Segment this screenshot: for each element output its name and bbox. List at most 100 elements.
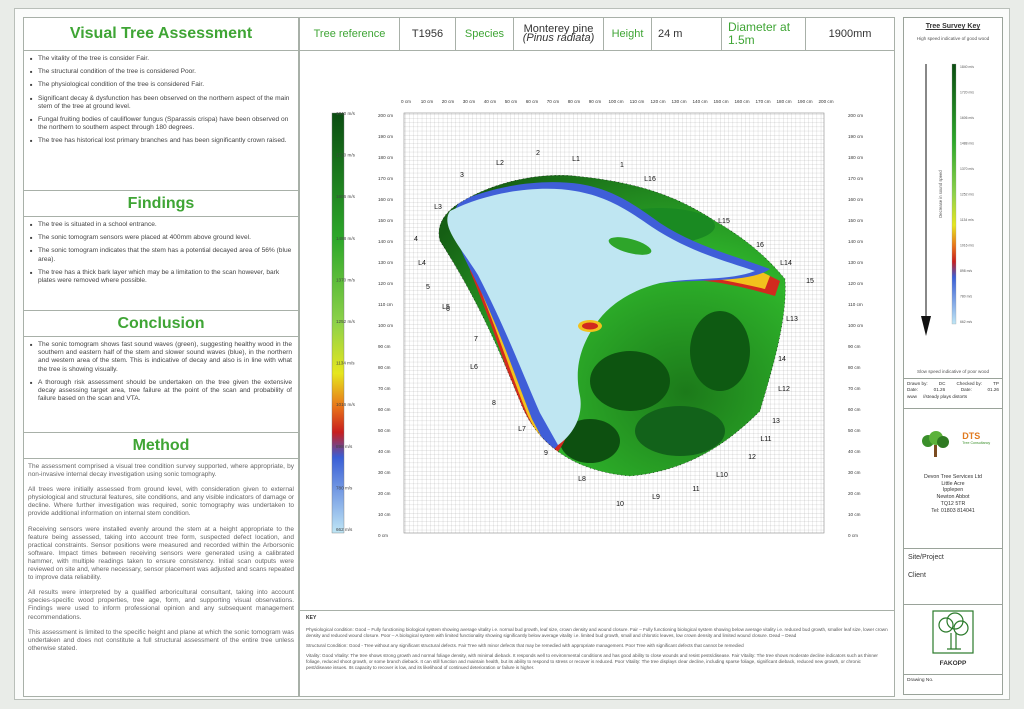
y-tick-label-right: 50 cm	[848, 428, 861, 433]
y-tick-label-right: 100 cm	[848, 323, 863, 328]
scale-label: 1370 m/s	[336, 277, 356, 282]
x-tick-label: 0 cm	[401, 99, 411, 104]
x-tick-label: 130 cm	[671, 99, 686, 104]
survey-key-side-note: Decrease in sound speed	[938, 170, 943, 218]
scale-label: 898 m/s	[336, 444, 353, 449]
drawn-by-value: DC	[938, 381, 946, 386]
sensor-label: 1	[620, 162, 624, 169]
sensor-label: 13	[772, 418, 780, 425]
diameter-value: 1900mm	[828, 28, 872, 40]
date-value-1: 01.26	[933, 387, 946, 393]
www-label: www	[907, 393, 917, 399]
height-value: 24 m	[652, 18, 722, 50]
link-label: L8	[578, 476, 586, 483]
down-arrow-icon	[921, 316, 931, 336]
company-address: Devon Tree Services Ltd Little Acre Ippl…	[904, 474, 1002, 514]
method-block: The assessment comprised a visual tree c…	[23, 459, 299, 697]
x-tick-label: 200 cm	[818, 99, 833, 104]
checked-by-label: Checked by:	[956, 381, 983, 386]
x-tick-label: 10 cm	[421, 99, 434, 104]
findings-bullet: The tree is situated in a school entranc…	[30, 221, 292, 229]
y-tick-label-right: 0 cm	[848, 533, 858, 538]
assessment-bullet: The structural condition of the tree is …	[30, 68, 292, 76]
assessment-bullet: Significant decay & dysfunction has been…	[30, 95, 292, 111]
diameter-label: Diameter at 1.5m	[722, 18, 806, 50]
report-sheet: Visual Tree Assessment The vitality of t…	[14, 8, 1010, 700]
conclusion-bullet: A thorough risk assessment should be und…	[30, 379, 292, 404]
y-tick-label-left: 40 cm	[378, 449, 391, 454]
y-tick-label-left: 80 cm	[378, 365, 391, 370]
link-label: L6	[470, 364, 478, 371]
address-line: Newton Abbot	[936, 494, 970, 501]
x-tick-label: 120 cm	[650, 99, 665, 104]
link-label: L15	[718, 218, 730, 225]
y-tick-label-left: 120 cm	[378, 281, 393, 286]
scale-label: 1252 m/s	[336, 319, 356, 324]
drawn-by-label: Drawn by:	[907, 381, 928, 386]
mini-scale-label: 1488 m/s	[960, 142, 974, 146]
scale-label: 1606 m/s	[336, 194, 356, 199]
y-tick-label-left: 200 cm	[378, 113, 393, 118]
scale-label: 662 m/s	[336, 527, 353, 532]
x-tick-label: 80 cm	[568, 99, 581, 104]
species-value: Monterey pine (Pinus radiata)	[514, 18, 604, 50]
y-tick-label-right: 80 cm	[848, 365, 861, 370]
tree-details-bar: Tree reference T1956 Species Monterey pi…	[299, 17, 895, 51]
date-label-2: Date:	[960, 387, 972, 393]
survey-key-top-note: High speed indicative of good wood	[916, 36, 990, 41]
mini-scale-label: 1252 m/s	[960, 193, 974, 197]
sensor-label: 7	[474, 336, 478, 343]
y-tick-label-left: 20 cm	[378, 491, 391, 496]
survey-key-box: Tree Survey Key High speed indicative of…	[903, 17, 1003, 379]
y-tick-label-left: 190 cm	[378, 134, 393, 139]
scale-label: 1840 m/s	[336, 111, 356, 116]
title-block: Tree Survey Key High speed indicative of…	[903, 17, 1003, 697]
tree-ref-value: T1956	[400, 18, 456, 50]
x-tick-label: 50 cm	[505, 99, 518, 104]
date-label: Date:	[907, 387, 918, 393]
link-label: L16	[644, 176, 656, 183]
y-tick-label-right: 140 cm	[848, 239, 863, 244]
x-tick-label: 100 cm	[608, 99, 623, 104]
y-tick-label-left: 10 cm	[378, 512, 391, 517]
assessment-bullet: The vitality of the tree is consider Fai…	[30, 55, 292, 63]
method-paragraph: This assessment is limited to the specif…	[28, 628, 294, 652]
link-label: L13	[786, 316, 798, 323]
company-box: DTS Tree Consultancy Devon Tree Services…	[903, 409, 1003, 549]
scale-label: 1016 m/s	[336, 402, 356, 407]
findings-bullet: The sonic tomogram sensors were placed a…	[30, 234, 292, 242]
y-tick-label-right: 170 cm	[848, 176, 863, 181]
findings-bullet: The sonic tomogram indicates that the st…	[30, 247, 292, 263]
x-tick-label: 40 cm	[484, 99, 497, 104]
tree-ref-label: Tree reference	[300, 18, 400, 50]
species-common: Monterey pine	[523, 23, 594, 35]
address-line: Ipplepen	[942, 487, 964, 494]
logo-text: DTS	[962, 431, 981, 441]
conclusion-block: The sonic tomogram shows fast sound wave…	[23, 337, 299, 433]
drawn-by-table: Drawn by: DC Checked by: TP Date: 01.26 Dat…	[903, 379, 1003, 409]
key-vitality: Vitality: Good Vitality: The tree shows …	[306, 653, 878, 670]
y-tick-label-right: 20 cm	[848, 491, 861, 496]
checked-by-value: TP	[993, 381, 999, 386]
link-label: L1	[572, 156, 580, 163]
dts-tree-logo-icon	[921, 431, 949, 457]
link-label: L4	[418, 260, 426, 267]
left-column: Visual Tree Assessment The vitality of t…	[23, 17, 299, 697]
y-tick-label-left: 50 cm	[378, 428, 391, 433]
y-tick-label-left: 60 cm	[378, 407, 391, 412]
link-label: L14	[780, 260, 792, 267]
y-tick-label-right: 60 cm	[848, 407, 861, 412]
site-client-box: Site/Project Client	[903, 549, 1003, 605]
y-tick-label-left: 70 cm	[378, 386, 391, 391]
findings-bullet: The tree has a thick bark layer which ma…	[30, 269, 292, 285]
y-tick-label-left: 170 cm	[378, 176, 393, 181]
fakopp-logo-box: FAKOPP	[903, 605, 1003, 675]
y-tick-label-left: 110 cm	[378, 302, 393, 307]
method-paragraph: All trees were initially assessed from g…	[28, 486, 294, 518]
drawing-no-label: Drawing No.	[907, 678, 934, 683]
mini-scale-label: 1606 m/s	[960, 116, 974, 120]
y-tick-label-right: 200 cm	[848, 113, 863, 118]
survey-key-scale: Decrease in sound speed 1840 m/s 1720 m/s…	[921, 63, 974, 336]
assessment-bullet: The physiological condition of the tree …	[30, 81, 292, 89]
condition-key: KEY Physiological condition: Good – Full…	[299, 611, 895, 697]
